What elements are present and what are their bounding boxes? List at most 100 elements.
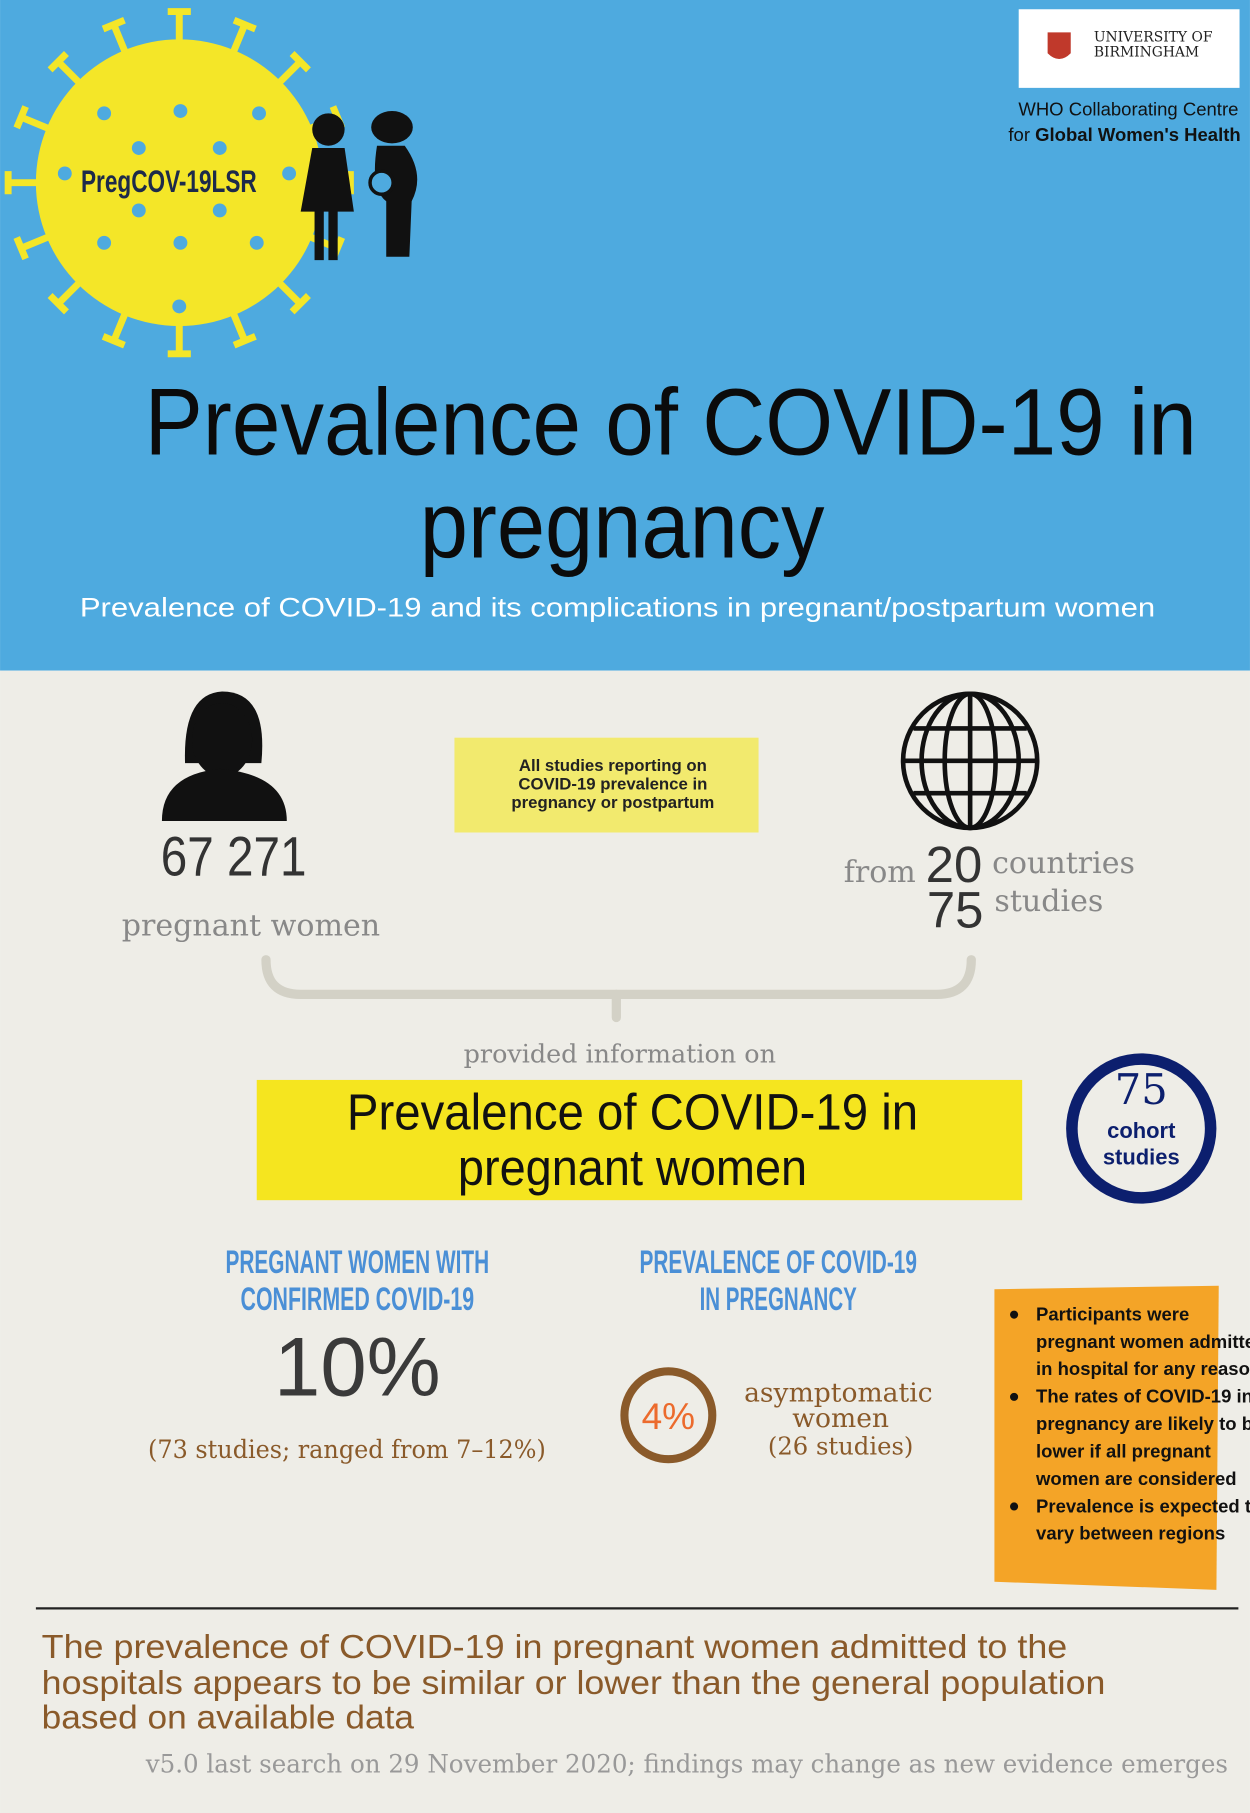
- virus-spike: [55, 59, 84, 88]
- baby-bump: [368, 169, 395, 196]
- studies-count: 75: [927, 881, 984, 938]
- virus-dot: [212, 141, 227, 155]
- logo-text: BIRMINGHAM: [1094, 45, 1199, 61]
- panel-heading: CONFIRMED COVID-19: [241, 1281, 475, 1317]
- cohort-label: cohort: [1107, 1118, 1176, 1143]
- virus-spike-tip: [101, 16, 126, 33]
- note-line: women are considered: [1035, 1468, 1236, 1489]
- panel-label: asymptomatic: [744, 1377, 933, 1408]
- subtitle: Prevalence of COVID-19 and its complicat…: [80, 592, 1155, 622]
- virus-dot: [249, 235, 264, 250]
- virus-spike: [55, 278, 84, 307]
- virus-spike-tip: [289, 293, 311, 315]
- virus-dot: [97, 235, 112, 250]
- note-line: vary between regions: [1036, 1523, 1225, 1544]
- bullet: [1010, 1310, 1019, 1319]
- virus-spike-tip: [289, 51, 311, 73]
- project-name: PregCOV-19LSR: [81, 164, 257, 199]
- woman-figure: [300, 148, 354, 261]
- face: [191, 703, 253, 777]
- centre-line: WHO Collaborating Centre: [1018, 99, 1238, 120]
- notes-list: Participants were pregnant women admitted…: [1010, 1303, 1250, 1544]
- scope-text: COVID-19 prevalence in: [518, 775, 707, 794]
- outcome-title: Prevalence of COVID-19 in: [347, 1084, 918, 1141]
- woman-icon: [161, 691, 287, 821]
- virus-spike-tip: [232, 333, 257, 349]
- virus-spike-tip: [13, 105, 29, 130]
- head: [312, 113, 345, 146]
- virus-dot: [172, 299, 187, 314]
- centre-name: Global Women's Health: [1035, 124, 1241, 145]
- panel-heading: PREVALENCE OF COVID-19: [639, 1244, 917, 1280]
- outcome-box: [256, 1079, 1023, 1201]
- shoulders: [161, 768, 287, 821]
- virus-dot: [282, 166, 297, 181]
- cohort-circle: [1066, 1053, 1217, 1204]
- virus-spike: [110, 309, 130, 343]
- note-line: in hospital for any reason: [1036, 1358, 1250, 1379]
- conclusion-line: hospitals appears to be similar or lower…: [42, 1664, 1106, 1701]
- scope-box: [454, 737, 759, 833]
- people-icon: [300, 111, 418, 261]
- note-line: The rates of COVID-19 in: [1036, 1386, 1250, 1407]
- virus-spike-tip: [232, 16, 257, 33]
- virus-spike: [110, 23, 130, 56]
- panel-value: 10%: [274, 1321, 441, 1414]
- value-circle: [620, 1367, 717, 1464]
- title: pregnancy: [420, 472, 825, 578]
- note-line: Participants were: [1036, 1303, 1189, 1324]
- bullet: [1010, 1392, 1019, 1401]
- women-count: 67 271: [161, 825, 307, 887]
- virus-dot: [252, 106, 266, 121]
- virus-spike: [19, 113, 53, 133]
- virus-dot: [212, 203, 227, 218]
- note-line: pregnancy are likely to be: [1036, 1413, 1250, 1434]
- studies-label: studies: [994, 884, 1103, 919]
- footer: v5.0 last search on 29 November 2020; fi…: [145, 1749, 1228, 1779]
- virus-spike: [229, 23, 248, 56]
- panel-heading: PREGNANT WOMEN WITH: [226, 1244, 490, 1280]
- cohort-label: studies: [1103, 1144, 1180, 1169]
- virus-spike: [274, 278, 303, 307]
- panel-heading: IN PREGNANCY: [700, 1281, 858, 1317]
- countries-label: countries: [992, 846, 1135, 881]
- virus-dot: [173, 104, 188, 118]
- logo-text: UNIVERSITY OF: [1094, 30, 1213, 46]
- provided-label: provided information on: [464, 1039, 776, 1069]
- panel-label: (26 studies): [768, 1432, 913, 1461]
- outcome-title: pregnant women: [458, 1139, 807, 1196]
- scope-text: All studies reporting on: [519, 756, 707, 775]
- countries-count: 20: [926, 836, 983, 893]
- virus-dot: [173, 235, 188, 250]
- panel-label: women: [792, 1403, 889, 1434]
- virus-dot: [57, 166, 72, 181]
- virus-spike-tip: [47, 293, 69, 315]
- virus-spike-tip: [13, 236, 29, 261]
- conclusion-line: The prevalence of COVID-19 in pregnant w…: [42, 1628, 1068, 1665]
- note-line: pregnant women admitted: [1036, 1331, 1250, 1352]
- bullet: [1010, 1502, 1019, 1511]
- head: [371, 111, 413, 144]
- title: Prevalence of COVID-19 in: [145, 369, 1197, 475]
- women-label: pregnant women: [122, 908, 380, 943]
- scope-text: pregnancy or postpartum: [511, 793, 714, 812]
- body-background: [0, 670, 1250, 1813]
- crest: [1047, 32, 1071, 59]
- virus-spike: [19, 232, 53, 252]
- note-line: lower if all pregnant: [1036, 1440, 1211, 1461]
- cohort-count: 75: [1115, 1065, 1168, 1114]
- notes-box: [994, 1285, 1219, 1590]
- virus-dot: [131, 141, 146, 155]
- centre-for: for: [1008, 124, 1030, 145]
- panel-value: 4%: [642, 1396, 695, 1437]
- virus-dot: [97, 106, 112, 121]
- virus-spike: [229, 309, 248, 343]
- note-line: Prevalence is expected to: [1036, 1495, 1250, 1516]
- virus-spike-tip: [101, 333, 126, 349]
- virus-dot: [131, 203, 146, 218]
- virus-spike: [274, 59, 303, 88]
- centre-line: for Global Women's Health: [1008, 124, 1240, 145]
- panel-note: (73 studies; ranged from 7–12%): [148, 1434, 546, 1464]
